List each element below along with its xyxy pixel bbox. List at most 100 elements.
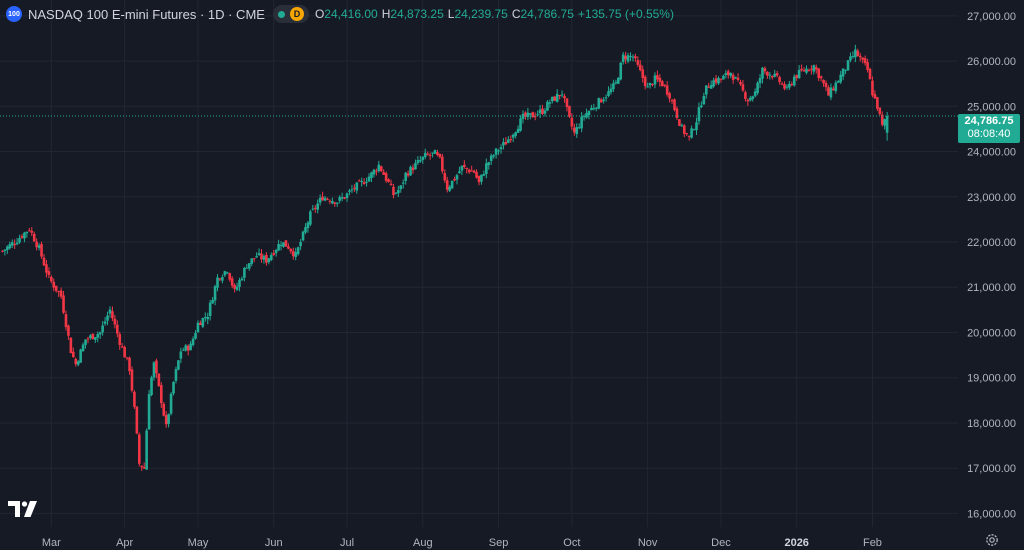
price-tick-label: 17,000.00 (967, 463, 1016, 475)
price-tick-label: 23,000.00 (967, 192, 1016, 204)
candle (463, 160, 466, 169)
candle (485, 158, 488, 179)
candle (157, 373, 161, 387)
candle (533, 112, 537, 121)
candle (573, 123, 576, 136)
candle (675, 106, 679, 120)
last-price-tag: 24,786.75 08:08:40 (958, 114, 1020, 143)
time-axis[interactable]: Mar Apr May Jun Jul Aug Sep Oct Nov Dec 2026 Feb (42, 537, 882, 549)
candle (32, 231, 36, 242)
tradingview-logo-icon[interactable] (8, 501, 38, 517)
candle (3, 249, 7, 256)
candle (135, 406, 139, 435)
candle (680, 123, 684, 127)
candle (379, 165, 383, 173)
candle (519, 115, 522, 132)
candle (72, 347, 75, 358)
candle (436, 149, 439, 157)
candle (155, 358, 158, 378)
candle (722, 74, 725, 80)
candle (800, 64, 803, 72)
candle (575, 123, 579, 138)
candle (658, 74, 662, 87)
candle (876, 96, 879, 112)
price-tick-label: 24,000.00 (967, 147, 1016, 159)
candle (423, 148, 427, 160)
candle (118, 331, 122, 350)
candle (140, 465, 144, 471)
candle (805, 65, 808, 75)
candle (267, 257, 271, 265)
candle (717, 76, 720, 85)
candle (851, 51, 855, 59)
candle (731, 72, 735, 84)
symbol-logo-icon[interactable]: 100 (6, 6, 22, 22)
candle (243, 266, 246, 282)
candle (724, 70, 728, 79)
candle (211, 296, 214, 304)
candle (401, 179, 405, 189)
candle (788, 80, 791, 90)
candle (563, 93, 566, 103)
candle (719, 78, 723, 83)
candle (546, 99, 549, 112)
candle (863, 55, 867, 66)
candle (326, 197, 329, 201)
candle (514, 131, 517, 139)
candle (841, 68, 845, 81)
price-tick-label: 16,000.00 (967, 508, 1016, 520)
candle (663, 84, 667, 88)
time-tick-label: Mar (42, 537, 61, 549)
candle (89, 334, 92, 340)
candle (832, 86, 835, 91)
candle (28, 227, 31, 232)
candle (362, 178, 366, 185)
candle (502, 138, 505, 150)
candle (780, 81, 784, 86)
candle (643, 75, 647, 90)
candle (62, 290, 65, 315)
candle (861, 57, 864, 64)
candle (133, 390, 136, 409)
candle (595, 107, 598, 112)
price-tick-label: 22,000.00 (967, 237, 1016, 249)
last-price-value: 24,786.75 (964, 115, 1014, 127)
gear-icon[interactable] (985, 533, 999, 547)
symbol-title[interactable]: NASDAQ 100 E-mini Futures · 1D · CME (28, 6, 265, 22)
candle (291, 247, 295, 260)
candle (458, 166, 461, 174)
candle (367, 173, 371, 182)
candle (98, 331, 102, 339)
candle (543, 107, 547, 117)
candle (822, 79, 825, 87)
candle (274, 248, 278, 257)
candle (607, 86, 610, 98)
low-value: 24,239.75 (454, 7, 508, 21)
candle (399, 184, 403, 193)
candle (868, 67, 872, 80)
candle (6, 245, 9, 254)
candle (213, 284, 217, 306)
candle (167, 413, 170, 428)
candle (287, 243, 290, 250)
candle (849, 52, 852, 63)
candle (250, 258, 254, 267)
candle (321, 191, 324, 201)
candle (443, 169, 447, 183)
candle (883, 118, 886, 130)
candle (810, 65, 813, 75)
price-tick-label: 27,000.00 (967, 11, 1016, 23)
candle (262, 254, 266, 264)
candle (448, 184, 451, 193)
open-value: 24,416.00 (324, 7, 378, 21)
status-pill[interactable]: D (272, 5, 309, 23)
price-axis[interactable]: 16,000.00 17,000.00 18,000.00 19,000.00 20,0… (967, 11, 1016, 521)
candle (844, 69, 847, 75)
candle (30, 227, 34, 236)
candle (343, 197, 346, 200)
candle (370, 171, 373, 183)
candle (785, 84, 789, 90)
candle (377, 160, 381, 173)
